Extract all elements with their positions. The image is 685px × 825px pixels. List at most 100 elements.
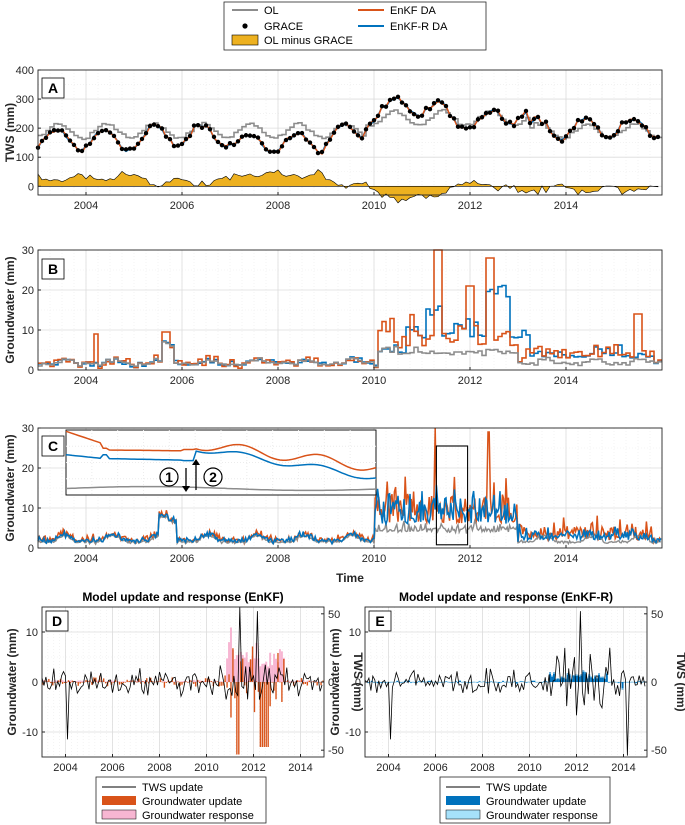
grace-point	[551, 133, 557, 138]
axes-box-B	[37, 249, 663, 371]
bar-groundwater-update	[533, 680, 536, 682]
grace-point	[263, 147, 269, 152]
grace-point	[403, 103, 409, 108]
bar-groundwater-update	[576, 674, 579, 682]
x-tick-label: 2014	[554, 375, 578, 387]
bar-groundwater-update	[380, 682, 383, 684]
grace-point	[579, 119, 585, 124]
y-tick-label: 0	[28, 365, 34, 377]
bar-groundwater-response	[280, 651, 283, 682]
bar-groundwater-update	[71, 680, 74, 682]
grace-point	[503, 121, 509, 126]
panel-label-box-A	[41, 77, 65, 99]
y-tick-label: 20	[22, 463, 34, 475]
x-tick-label: 2008	[266, 200, 290, 212]
bar-groundwater-update	[67, 680, 70, 682]
bar-groundwater-update	[222, 682, 224, 686]
bar-groundwater-update	[498, 682, 501, 684]
grace-point	[127, 146, 133, 151]
y-tick-label: 10	[26, 627, 38, 639]
bar-groundwater-response	[226, 658, 229, 682]
chart-title-D: Model update and response (EnKF)	[82, 590, 283, 604]
y-tick-label: 20	[22, 285, 34, 297]
top-legend: OL EnKF DA GRACE EnKF-R DA OL minus GRACE	[223, 1, 487, 51]
bar-groundwater-update	[220, 682, 222, 686]
bar-groundwater-update	[85, 680, 87, 682]
y-tick-label: 10	[349, 627, 361, 639]
bar-groundwater-update	[52, 682, 54, 686]
bar-groundwater-response	[284, 680, 287, 682]
axes-box-A	[37, 69, 663, 196]
bar-groundwater-update	[185, 681, 187, 682]
bar-groundwater-update	[97, 682, 99, 683]
panel-label-box-B	[41, 258, 65, 280]
x-tick-label: 2012	[564, 762, 588, 774]
grace-point	[555, 136, 561, 141]
bar-groundwater-update	[57, 680, 60, 682]
bar-groundwater-update	[322, 680, 324, 682]
bar-groundwater-response	[230, 627, 232, 682]
grace-point	[159, 126, 165, 131]
bar-groundwater-update	[429, 680, 432, 682]
y-axis-label-E: Groundwater (mm)	[328, 628, 342, 735]
grace-point	[195, 123, 201, 128]
grace-point	[511, 123, 517, 129]
x-tick-label: 2014	[611, 762, 635, 774]
bar-groundwater-update	[48, 678, 50, 682]
x-tick-label: 2006	[423, 762, 447, 774]
grace-point	[627, 118, 633, 124]
bar-groundwater-response	[55, 680, 58, 682]
bar-groundwater-update	[283, 658, 285, 682]
grace-point	[515, 115, 521, 121]
grace-point	[63, 133, 69, 138]
grace-point	[71, 142, 77, 148]
grace-point	[171, 143, 177, 149]
grace-point	[99, 128, 105, 134]
grace-point	[471, 124, 477, 130]
grace-point	[491, 107, 497, 113]
bar-groundwater-update	[415, 682, 418, 683]
grace-point	[167, 136, 173, 142]
grace-point	[363, 127, 369, 132]
bar-groundwater-update	[427, 680, 430, 682]
x-tick-label: 2014	[554, 200, 578, 212]
grace-point	[119, 146, 125, 152]
legend-E-swatch-update	[446, 796, 480, 805]
inset-marker-2: 2	[209, 469, 217, 485]
y-right-axis-label-E: TWS (mm)	[674, 652, 685, 711]
grace-point	[459, 124, 465, 129]
x-tick-label: 2010	[362, 375, 386, 387]
bar-groundwater-update	[104, 682, 107, 684]
bar-groundwater-update	[65, 682, 68, 683]
x-tick-label: 2010	[362, 553, 386, 565]
grace-point	[323, 141, 329, 147]
bar-groundwater-update	[110, 682, 113, 685]
bar-groundwater-update	[294, 681, 297, 683]
grace-point	[235, 139, 241, 144]
bar-groundwater-response	[61, 680, 64, 682]
grace-point	[227, 140, 233, 146]
bar-groundwater-update	[476, 682, 479, 683]
bar-groundwater-response	[316, 681, 319, 682]
x-axis-label-C: Time	[336, 571, 364, 585]
legend-D-label-update: Groundwater update	[142, 796, 242, 808]
grace-point	[255, 135, 261, 140]
bar-groundwater-update	[226, 682, 228, 688]
bar-groundwater-update	[81, 682, 83, 683]
grace-point	[59, 128, 65, 133]
y-right-tick-label: 50	[651, 609, 663, 621]
legend-E-label-tws: TWS update	[486, 782, 547, 794]
bar-groundwater-update	[255, 681, 258, 683]
bar-groundwater-update	[42, 682, 44, 685]
bar-groundwater-update	[69, 682, 72, 684]
grace-point	[299, 130, 305, 136]
bar-groundwater-update	[251, 646, 254, 682]
grace-point	[623, 120, 629, 125]
panel-D: 2004 2006 2008 2010 2012 2014 -10 0 10 -50 0 50 Mode…	[5, 590, 365, 794]
grace-point	[367, 121, 373, 126]
bar-groundwater-update	[455, 681, 458, 682]
line-tws-update	[41, 606, 323, 740]
bar-groundwater-response	[235, 655, 238, 682]
grace-point	[647, 133, 653, 138]
grace-point	[475, 117, 481, 122]
